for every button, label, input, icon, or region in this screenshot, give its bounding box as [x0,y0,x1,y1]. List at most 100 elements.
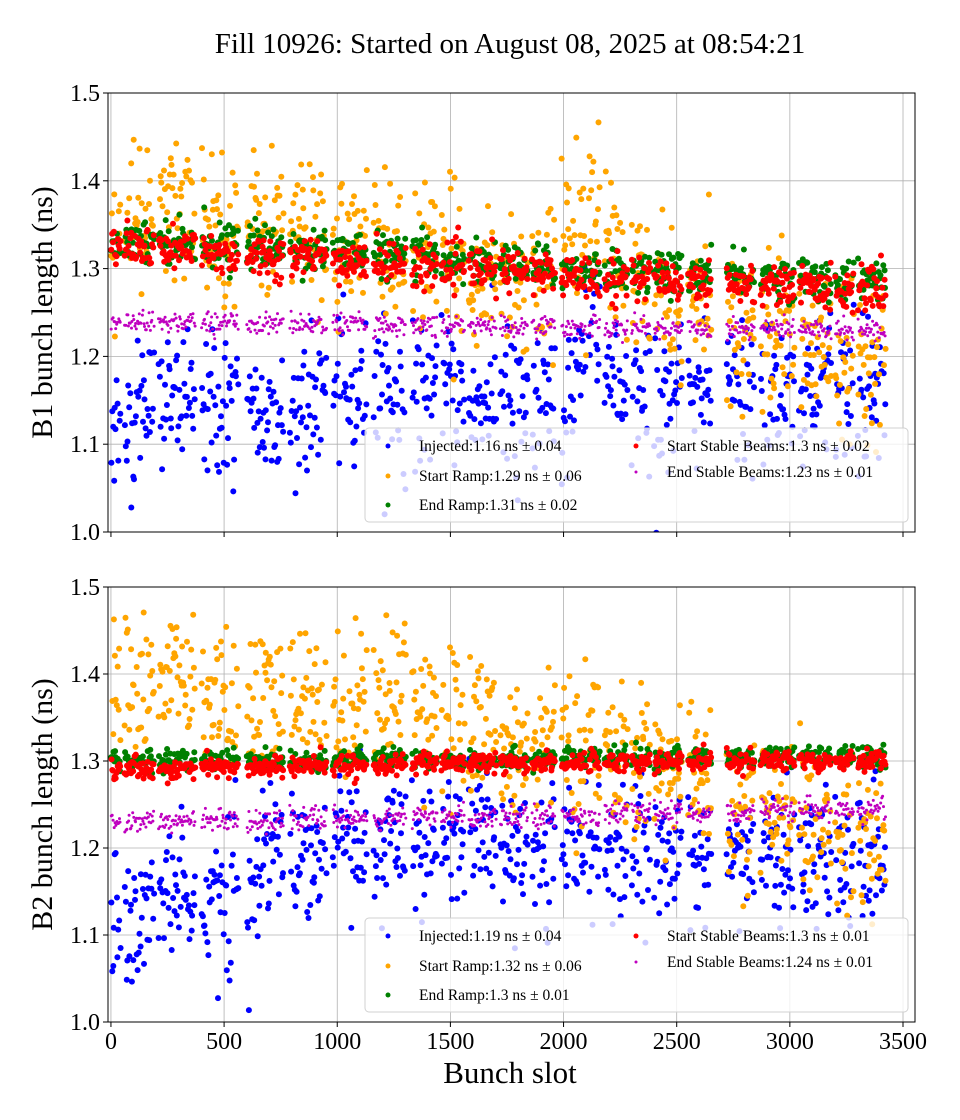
point-end-ramp [401,250,408,257]
point-end-stable-beams [206,310,210,314]
point-start-ramp [694,728,701,735]
point-end-stable-beams [773,328,777,332]
point-start-ramp [382,310,389,317]
point-start-ramp [167,155,174,162]
point-injected [201,922,208,929]
point-start-ramp [489,684,496,691]
point-injected [178,413,185,420]
point-end-stable-beams [142,322,146,326]
point-end-stable-beams [621,341,624,344]
point-start-stable-beams [354,262,361,269]
point-start-ramp [487,731,494,738]
point-injected [483,379,490,386]
point-injected [761,422,768,429]
point-injected [690,847,697,854]
point-start-ramp [689,302,696,309]
point-start-ramp [604,237,611,244]
point-end-ramp [845,258,852,265]
point-injected [873,892,879,899]
point-end-stable-beams [801,325,805,329]
point-start-ramp [133,664,140,670]
point-end-stable-beams [826,331,830,335]
point-start-ramp [229,169,236,176]
point-injected [704,836,711,843]
point-start-ramp [560,233,567,239]
point-injected [410,389,417,396]
point-start-ramp [837,338,844,345]
point-start-ramp [538,741,545,748]
point-injected [137,871,144,878]
point-end-stable-beams [299,312,303,316]
point-start-stable-beams [706,257,712,264]
point-injected [116,917,123,924]
point-injected [483,865,490,872]
point-injected [262,456,269,463]
point-start-stable-beams [583,293,590,300]
point-injected [123,976,130,983]
point-injected [131,875,138,881]
point-end-stable-beams [137,312,141,316]
point-injected [219,398,226,405]
point-injected [542,410,549,417]
point-injected [300,840,307,847]
point-end-stable-beams [430,334,434,338]
point-injected [546,899,553,906]
points-layer [108,119,889,532]
point-injected [696,860,703,867]
point-end-stable-beams [850,335,854,339]
point-end-stable-beams [487,320,491,323]
point-end-stable-beams [447,314,451,318]
point-end-stable-beams [255,331,259,335]
point-injected [234,355,240,362]
point-end-stable-beams [864,326,868,330]
point-injected [408,777,415,784]
point-start-ramp [126,195,133,202]
point-end-stable-beams [253,328,257,332]
point-start-ramp [235,703,242,710]
point-start-ramp [503,725,510,732]
y-tick-label: 1.5 [70,81,100,107]
point-injected [258,374,265,381]
point-injected [149,405,156,412]
point-start-stable-beams [614,248,621,255]
point-injected [246,857,253,864]
point-end-ramp [209,237,215,244]
point-end-stable-beams [133,324,137,328]
point-start-stable-beams [440,259,447,266]
point-start-ramp [651,301,658,308]
point-start-stable-beams [449,238,456,245]
point-start-stable-beams [314,238,321,245]
point-end-ramp [612,268,619,275]
point-injected [697,411,704,418]
point-start-ramp [312,213,319,220]
point-start-ramp [112,696,119,703]
point-start-stable-beams [395,249,402,256]
point-injected [882,844,888,851]
point-injected [183,393,190,400]
point-end-stable-beams [580,323,584,326]
point-injected [500,898,506,905]
point-start-ramp [770,380,777,387]
point-injected [139,886,146,892]
point-start-ramp [572,700,579,707]
point-injected [310,431,317,438]
point-end-stable-beams [349,320,353,324]
point-injected [323,870,330,877]
point-injected [446,366,453,373]
point-start-stable-beams [864,282,871,289]
point-start-ramp [191,685,198,692]
point-injected [472,807,479,814]
point-end-ramp [837,276,843,283]
point-injected [470,367,477,374]
point-injected [204,467,211,474]
point-start-ramp [781,371,788,378]
point-injected [336,772,343,779]
point-injected [343,830,350,837]
point-start-ramp [788,373,795,379]
point-start-stable-beams [603,287,610,293]
point-start-ramp [397,194,404,200]
point-start-ramp [606,230,612,237]
point-injected [777,392,784,399]
point-start-ramp [429,732,436,739]
point-injected [186,399,193,406]
